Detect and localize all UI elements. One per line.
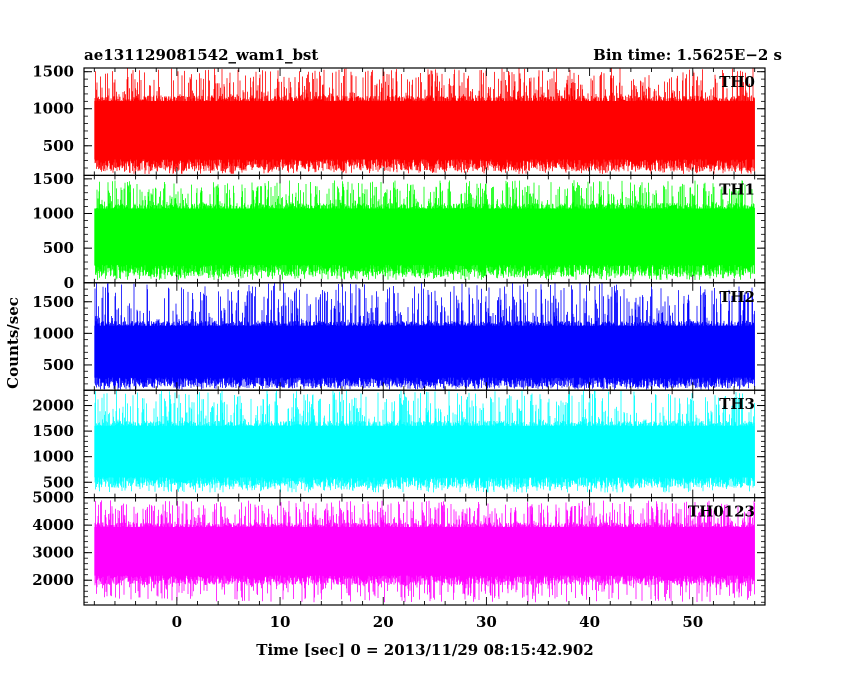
panel-th0123: 2000 3000 4000 5000 TH0123 0 10 20 30 40 50 — [32, 489, 766, 631]
panel-label: TH0123 — [688, 503, 755, 521]
y-tick-label: 500 — [43, 137, 74, 155]
panel-label: TH3 — [719, 395, 755, 413]
y-tick-label: 1500 — [32, 422, 74, 440]
panel-label: TH1 — [719, 180, 755, 198]
y-tick-label: 2000 — [32, 397, 74, 415]
x-tick-label: 30 — [476, 613, 497, 631]
panel-th2: 500 1000 1500 TH2 — [32, 282, 766, 391]
panel-th3: 500 1000 1500 2000 TH3 — [32, 389, 766, 499]
y-tick-label: 1500 — [32, 293, 74, 311]
x-tick-label: 20 — [373, 613, 394, 631]
y-tick-label: 4000 — [32, 516, 74, 534]
y-tick-label: 500 — [43, 239, 74, 257]
chart-title-left: ae131129081542_wam1_bst — [84, 46, 318, 64]
panel-th0: 500 1000 1500 TH0 — [32, 63, 766, 177]
series-band-th2 — [94, 325, 755, 378]
chart-title-right: Bin time: 1.5625E−2 s — [593, 46, 782, 64]
x-tick-label: 40 — [579, 613, 600, 631]
panel-label: TH0 — [719, 73, 755, 91]
y-tick-label: 3000 — [32, 544, 74, 562]
y-tick-label: 500 — [43, 473, 74, 491]
x-tick-label: 50 — [682, 613, 703, 631]
y-tick-label: 1500 — [32, 170, 74, 188]
y-tick-label: 0 — [64, 274, 74, 292]
y-axis-label: Counts/sec — [4, 297, 22, 389]
series-band-th0 — [94, 100, 755, 160]
x-tick-label: 10 — [270, 613, 291, 631]
x-axis-label: Time [sec] 0 = 2013/11/29 08:15:42.902 — [256, 641, 593, 659]
panel-label: TH2 — [719, 288, 755, 306]
y-tick-label: 1000 — [32, 205, 74, 223]
panel-th1: 0 500 1000 1500 TH1 — [32, 170, 766, 292]
y-tick-label: 1500 — [32, 63, 74, 81]
series-band-th1 — [94, 208, 755, 265]
y-tick-label: 1000 — [32, 448, 74, 466]
y-tick-label: 1000 — [32, 100, 74, 118]
y-tick-label: 500 — [43, 356, 74, 374]
panels-group: 50010001500TH0050010001500TH150010001500… — [32, 63, 766, 631]
series-band-th0123 — [94, 527, 755, 576]
series-band-th3 — [94, 425, 755, 478]
x-tick-label: 0 — [172, 613, 182, 631]
y-tick-label: 2000 — [32, 571, 74, 589]
y-tick-label: 1000 — [32, 324, 74, 342]
y-tick-label: 5000 — [32, 489, 74, 507]
